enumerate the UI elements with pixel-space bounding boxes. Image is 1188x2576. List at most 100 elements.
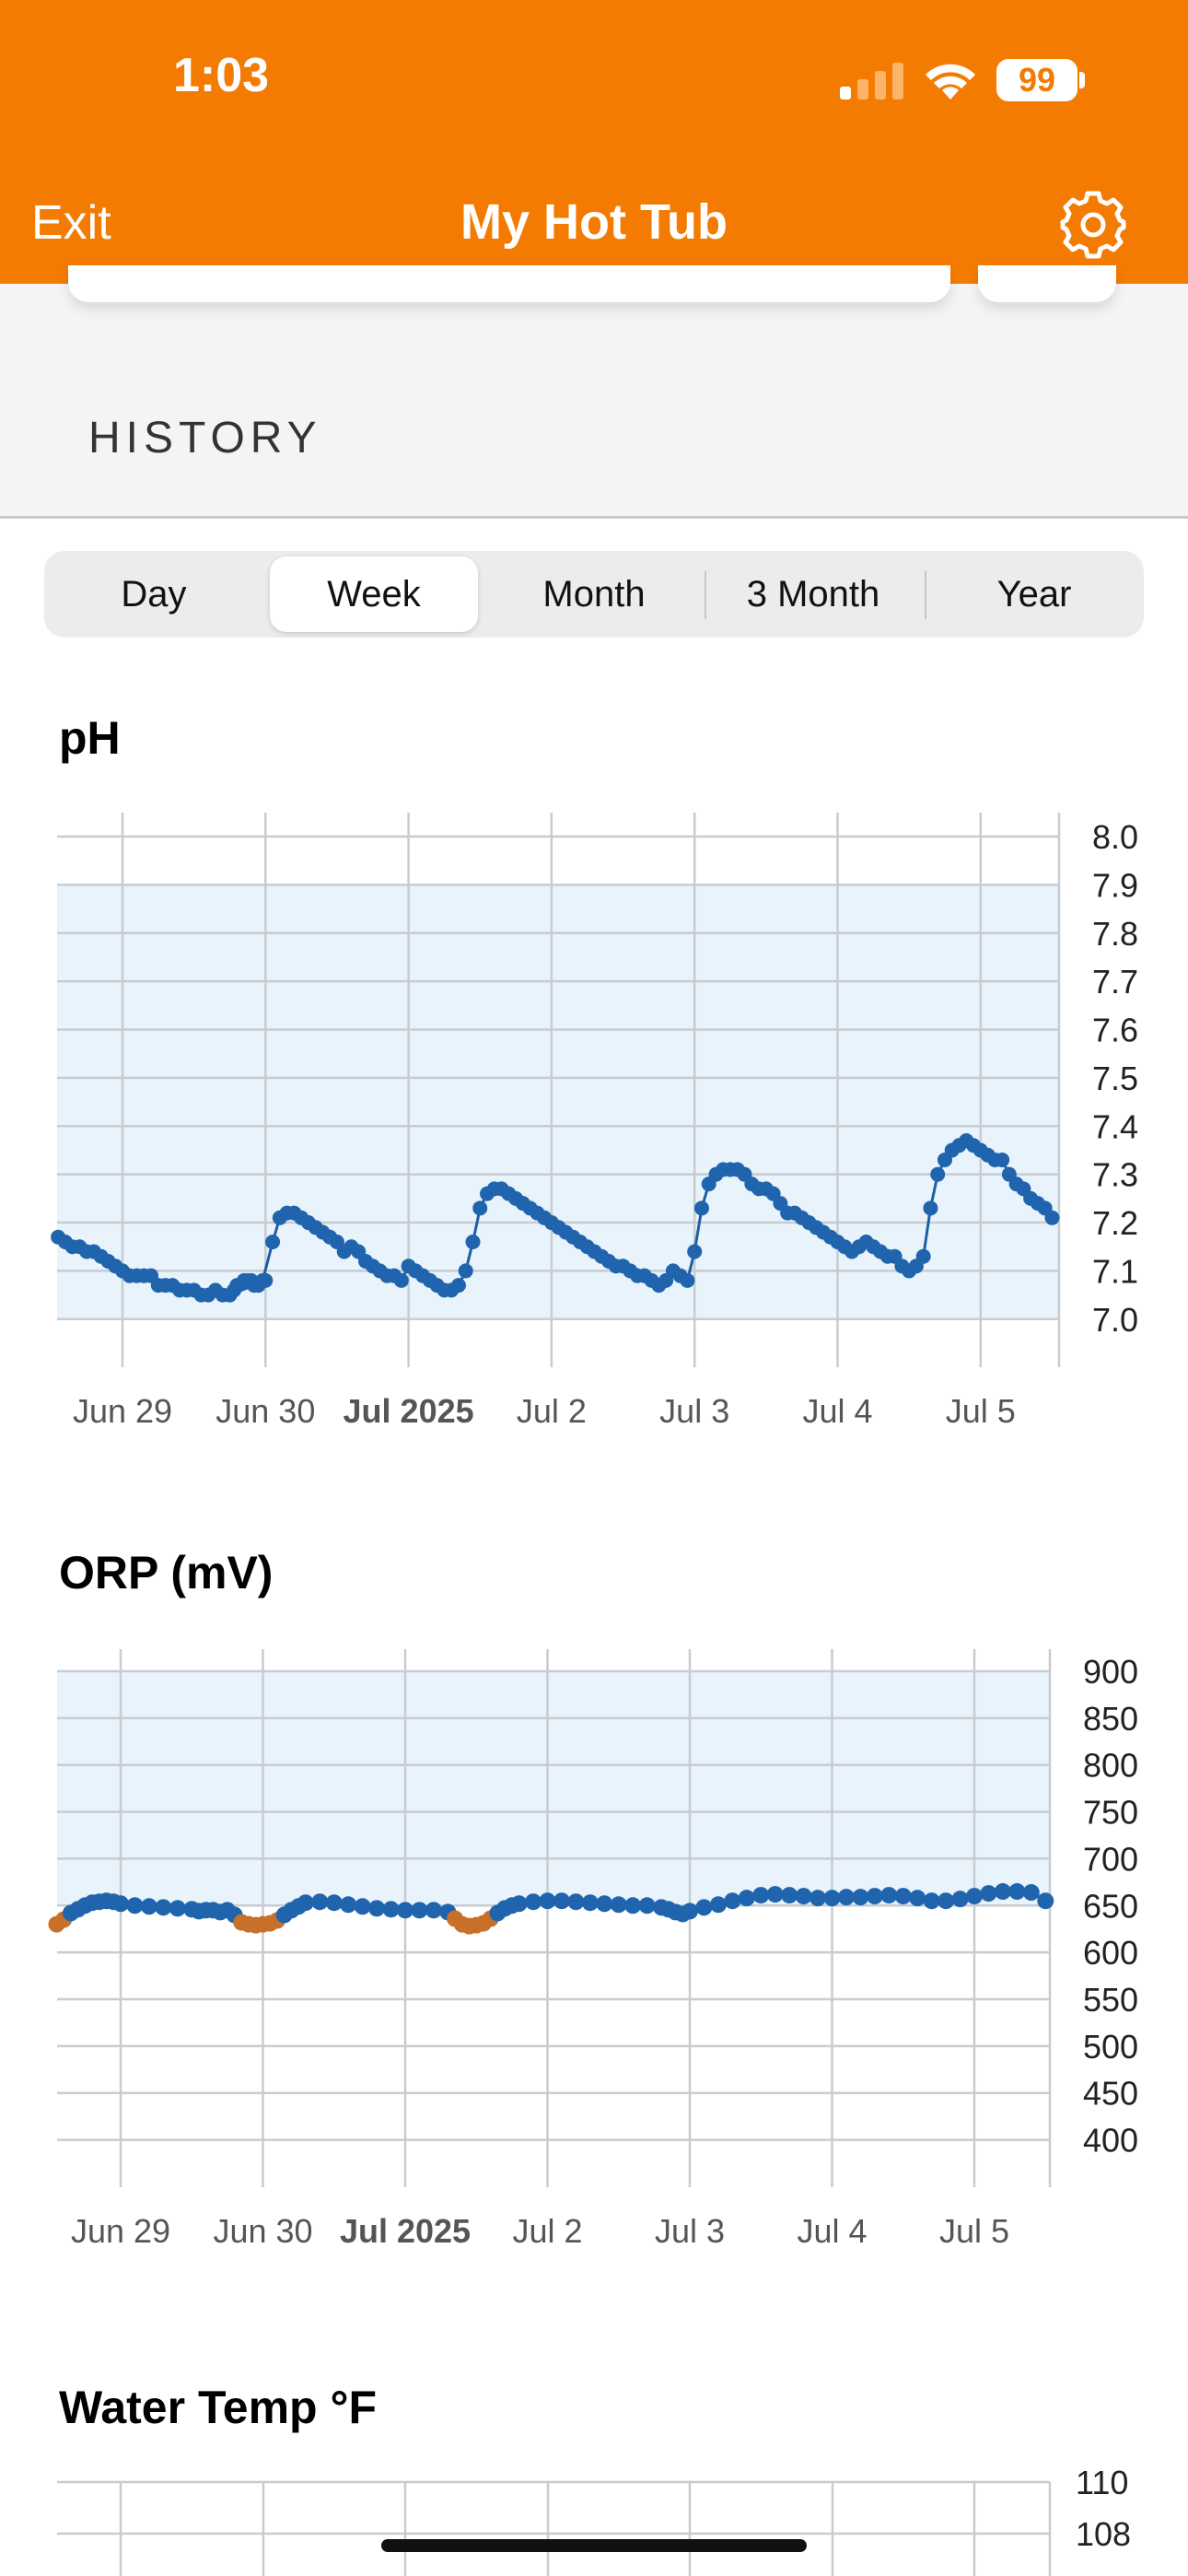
x-tick-label: Jul 2025 xyxy=(344,1392,474,1430)
data-point xyxy=(1044,1210,1060,1225)
y-tick-label: 7.0 xyxy=(1092,1301,1138,1339)
exit-button[interactable]: Exit xyxy=(31,196,111,250)
data-point xyxy=(458,1263,473,1279)
data-point xyxy=(169,1900,186,1917)
data-point xyxy=(752,1887,770,1904)
y-tick-label: 7.2 xyxy=(1092,1204,1138,1242)
data-point xyxy=(596,1895,613,1913)
data-point xyxy=(553,1892,570,1910)
x-tick-label: Jul 4 xyxy=(797,2212,867,2250)
data-point xyxy=(994,1883,1011,1901)
y-tick-label: 7.5 xyxy=(1092,1060,1138,1097)
data-point xyxy=(1037,1892,1054,1910)
data-point xyxy=(880,1887,898,1904)
tab-day[interactable]: Day xyxy=(121,573,187,615)
y-tick-label: 750 xyxy=(1083,1794,1138,1832)
home-indicator xyxy=(381,2539,807,2552)
y-tick-label: 650 xyxy=(1083,1887,1138,1925)
data-point xyxy=(938,1892,955,1910)
y-tick-label: 450 xyxy=(1083,2075,1138,2113)
data-point xyxy=(354,1898,371,1915)
x-tick-label: Jul 3 xyxy=(655,2212,725,2250)
data-point xyxy=(610,1896,627,1914)
data-point xyxy=(1022,1884,1040,1902)
data-point xyxy=(695,1899,713,1916)
data-point xyxy=(915,1248,931,1264)
data-point xyxy=(624,1897,642,1914)
data-point xyxy=(567,1893,585,1911)
data-point xyxy=(227,1282,242,1298)
data-point xyxy=(966,1888,983,1905)
data-point xyxy=(852,1889,869,1906)
data-point xyxy=(311,1893,329,1911)
data-point xyxy=(866,1888,883,1905)
data-point xyxy=(155,1899,172,1916)
tab-3-month[interactable]: 3 Month xyxy=(746,573,880,615)
data-point xyxy=(325,1894,343,1912)
data-point xyxy=(909,1890,926,1907)
y-tick-label: 7.3 xyxy=(1092,1156,1138,1194)
water-temp-chart-title: Water Temp °F xyxy=(59,2382,378,2433)
y-tick-label: 600 xyxy=(1083,1934,1138,1972)
data-point xyxy=(472,1200,488,1216)
data-point xyxy=(837,1889,855,1906)
wifi-icon xyxy=(926,64,975,100)
data-point xyxy=(425,1902,442,1919)
summary-card-small[interactable] xyxy=(978,265,1116,302)
data-point xyxy=(894,1888,912,1905)
tab-year[interactable]: Year xyxy=(996,573,1072,615)
y-tick-label: 400 xyxy=(1083,2122,1138,2160)
data-point xyxy=(724,1892,741,1910)
data-point xyxy=(681,1903,698,1920)
x-tick-label: Jul 4 xyxy=(802,1392,872,1430)
x-tick-label: Jul 2 xyxy=(512,2212,582,2250)
tab-week[interactable]: Week xyxy=(270,556,478,632)
x-tick-label: Jul 2025 xyxy=(340,2212,471,2250)
data-point xyxy=(638,1897,656,1914)
data-point xyxy=(126,1897,144,1914)
x-tick-label: Jul 5 xyxy=(939,2212,1009,2250)
summary-card[interactable] xyxy=(68,265,950,302)
tab-month[interactable]: Month xyxy=(542,573,646,615)
y-tick-label: 900 xyxy=(1083,1653,1138,1691)
data-point xyxy=(255,1272,271,1288)
data-point xyxy=(687,1244,703,1259)
data-point xyxy=(766,1886,784,1903)
x-tick-label: Jun 30 xyxy=(213,2212,312,2250)
data-point xyxy=(397,1902,413,1919)
data-point xyxy=(140,1898,157,1915)
x-tick-label: Jun 29 xyxy=(73,1392,172,1430)
history-label: HISTORY xyxy=(88,414,322,463)
data-point xyxy=(265,1235,281,1249)
data-point xyxy=(823,1890,841,1907)
data-point xyxy=(539,1892,556,1910)
ph-chart[interactable]: 8.0 7.9 7.8 7.7 7.6 7.5 7.4 7.3 7.2 7.1 7.0 Jun 29 J… xyxy=(0,802,1188,1446)
y-tick-label: 7.7 xyxy=(1092,963,1138,1001)
data-point xyxy=(930,1166,946,1182)
data-point xyxy=(709,1896,727,1914)
target-range-band xyxy=(57,1671,1050,1906)
x-tick-label: Jul 2 xyxy=(517,1392,587,1430)
data-point xyxy=(951,1891,969,1908)
y-tick-label: 110 xyxy=(1076,2464,1128,2501)
gear-icon[interactable] xyxy=(1059,191,1127,259)
page-title: My Hot Tub xyxy=(460,194,728,250)
y-tick-label: 7.6 xyxy=(1092,1012,1138,1049)
data-point xyxy=(393,1272,409,1288)
data-point xyxy=(112,1895,129,1913)
data-point xyxy=(809,1890,827,1907)
orp-chart[interactable]: 900 850 800 750 700 650 600 550 500 450 400 Jun 29 J… xyxy=(0,1638,1188,2283)
data-point xyxy=(795,1888,812,1905)
y-tick-label: 8.0 xyxy=(1092,818,1138,856)
range-selector: Day Week Month 3 Month Year xyxy=(44,551,1144,638)
data-point xyxy=(980,1885,997,1903)
data-point xyxy=(297,1894,314,1912)
data-point xyxy=(1008,1883,1026,1901)
battery-icon: 99 xyxy=(996,59,1077,101)
data-point xyxy=(923,1200,938,1216)
battery-level: 99 xyxy=(1018,61,1056,99)
x-tick-label: Jun 30 xyxy=(215,1392,315,1430)
data-point xyxy=(995,1152,1010,1167)
data-point xyxy=(340,1896,357,1914)
